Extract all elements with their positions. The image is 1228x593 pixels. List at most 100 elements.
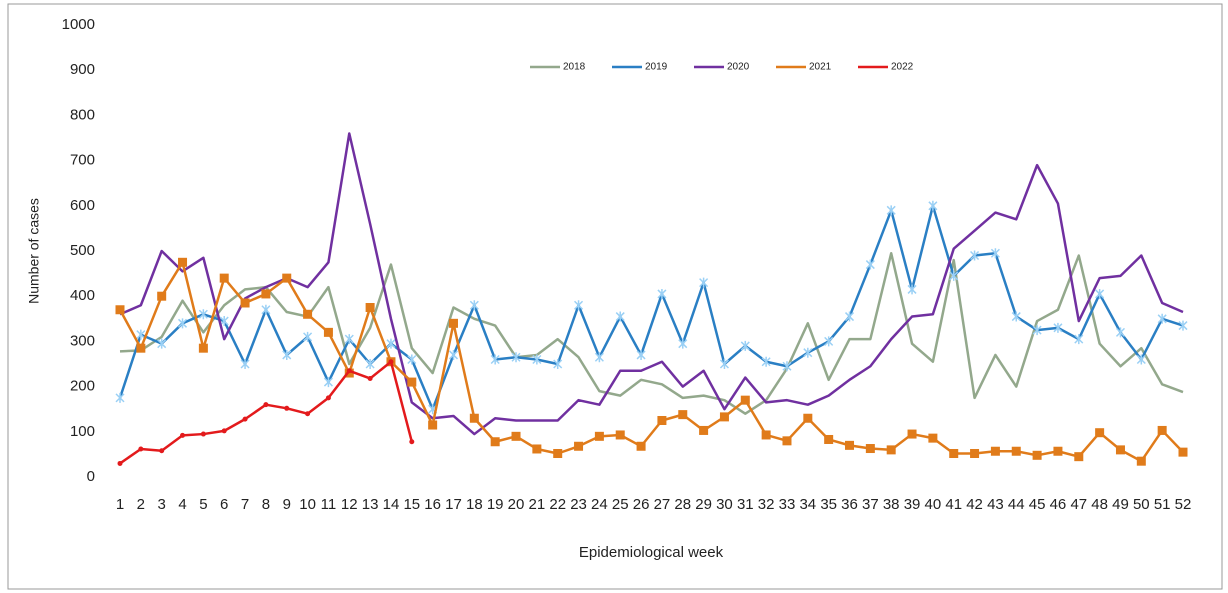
x-tick-label: 15 — [403, 496, 420, 513]
marker — [1136, 354, 1146, 365]
legend-label: 2021 — [809, 62, 832, 73]
x-tick-label: 49 — [1112, 496, 1129, 513]
marker — [699, 425, 709, 435]
y-tick-label: 700 — [70, 152, 95, 169]
marker — [1074, 452, 1084, 462]
x-tick-label: 27 — [654, 496, 671, 513]
y-tick-label: 100 — [70, 423, 95, 440]
marker — [159, 448, 165, 454]
marker — [323, 327, 333, 337]
x-tick-label: 2 — [137, 496, 145, 513]
marker — [219, 273, 229, 283]
marker — [949, 270, 959, 281]
marker — [1115, 445, 1125, 455]
x-tick-label: 38 — [883, 496, 900, 513]
marker — [115, 305, 125, 315]
x-tick-label: 40 — [925, 496, 942, 513]
marker — [198, 309, 208, 320]
marker — [615, 430, 625, 440]
marker — [1095, 428, 1105, 438]
x-tick-label: 30 — [716, 496, 733, 513]
legend-label: 2019 — [645, 62, 668, 73]
marker — [282, 349, 292, 360]
marker — [803, 347, 813, 358]
marker — [136, 329, 146, 340]
marker — [657, 416, 667, 425]
marker — [305, 411, 311, 417]
marker — [553, 359, 563, 369]
x-tick-label: 21 — [529, 496, 546, 513]
x-tick-label: 6 — [220, 496, 228, 513]
marker — [261, 289, 271, 299]
x-tick-label: 29 — [695, 496, 712, 513]
marker — [303, 331, 313, 342]
marker — [1157, 425, 1167, 435]
marker — [200, 431, 206, 437]
marker — [907, 429, 917, 439]
series-line — [119, 252, 1184, 415]
y-tick-label: 500 — [70, 242, 95, 259]
series-line — [119, 132, 1184, 436]
marker — [157, 338, 167, 349]
marker — [1074, 334, 1084, 345]
marker — [782, 436, 792, 446]
marker — [240, 359, 250, 369]
x-tick-label: 26 — [633, 496, 650, 513]
x-tick-label: 51 — [1154, 496, 1171, 513]
marker — [824, 336, 834, 347]
marker — [1032, 325, 1042, 336]
marker — [1095, 288, 1105, 299]
marker — [136, 343, 146, 353]
marker — [240, 298, 250, 308]
x-tick-label: 1 — [116, 496, 124, 513]
marker — [469, 300, 479, 311]
x-tick-label: 43 — [987, 496, 1004, 513]
x-tick-label: 25 — [612, 496, 629, 513]
x-tick-label: 17 — [445, 496, 462, 513]
x-tick-label: 39 — [904, 496, 921, 513]
y-tick-label: 300 — [70, 332, 95, 349]
x-tick-label: 8 — [262, 496, 270, 513]
marker — [386, 338, 396, 349]
marker — [574, 300, 584, 311]
marker — [469, 413, 479, 423]
marker — [325, 395, 331, 401]
x-tick-label: 36 — [841, 496, 858, 513]
marker — [1032, 450, 1042, 460]
marker — [886, 445, 896, 455]
y-tick-label: 900 — [70, 61, 95, 78]
marker — [490, 437, 500, 447]
marker — [1053, 322, 1063, 333]
marker — [970, 448, 980, 458]
marker — [928, 200, 938, 211]
x-tick-label: 47 — [1070, 496, 1087, 513]
marker — [365, 303, 375, 312]
marker — [1157, 313, 1167, 324]
marker — [532, 354, 542, 365]
marker — [761, 356, 771, 367]
marker — [532, 444, 542, 454]
series-line — [118, 261, 1184, 463]
marker — [448, 318, 458, 328]
x-tick-label: 12 — [341, 496, 358, 513]
marker — [782, 361, 792, 372]
x-tick-label: 35 — [820, 496, 837, 513]
x-axis-title: Epidemiological week — [579, 544, 724, 561]
x-tick-label: 16 — [424, 496, 441, 513]
marker — [198, 343, 208, 353]
x-tick-label: 23 — [570, 496, 587, 513]
marker — [1178, 447, 1188, 457]
marker — [907, 284, 917, 295]
x-tick-label: 34 — [799, 496, 816, 513]
x-tick-label: 20 — [508, 496, 525, 513]
marker — [365, 359, 375, 369]
marker — [138, 446, 144, 452]
x-tick-label: 11 — [321, 496, 337, 513]
x-tick-label: 18 — [466, 496, 483, 513]
x-tick-label: 9 — [283, 496, 291, 513]
y-tick-label: 0 — [87, 468, 95, 485]
marker — [657, 288, 667, 299]
marker — [407, 377, 417, 387]
marker — [553, 448, 563, 458]
legend-label: 2022 — [891, 62, 914, 73]
